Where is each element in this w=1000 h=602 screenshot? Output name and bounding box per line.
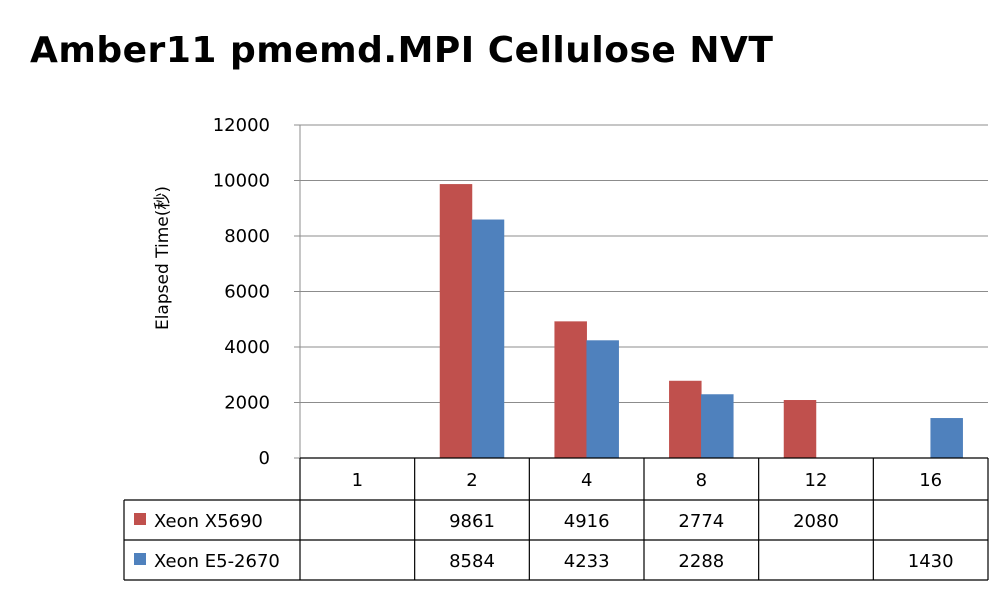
x-category-label: 4 bbox=[581, 470, 592, 491]
x-category-label: 8 bbox=[696, 470, 707, 491]
bar-series-1-12 bbox=[783, 400, 817, 459]
legend-label: Xeon E5-2670 bbox=[154, 551, 280, 572]
y-tick-label: 4000 bbox=[224, 337, 270, 358]
legend-label: Xeon X5690 bbox=[154, 511, 263, 532]
bar-series-1-8 bbox=[669, 380, 702, 459]
x-category-label: 12 bbox=[805, 470, 828, 491]
y-axis-ticks: 0 2000 4000 6000 8000 10000 12000 bbox=[213, 115, 270, 469]
gridlines bbox=[294, 124, 988, 459]
data-table-value: 2774 bbox=[678, 511, 724, 532]
y-tick-label: 8000 bbox=[224, 226, 270, 247]
y-tick-label: 12000 bbox=[213, 115, 270, 136]
data-table-value: 4233 bbox=[564, 551, 610, 572]
bar-series-2-8 bbox=[701, 394, 734, 459]
data-table-value: 2080 bbox=[793, 511, 839, 532]
data-table-value: 2288 bbox=[678, 551, 724, 572]
y-axis-title: Elapsed Time(秒) bbox=[153, 186, 173, 330]
bar-series-2-16 bbox=[930, 418, 963, 459]
bar-series-1-4 bbox=[554, 321, 587, 459]
bar-series-1-2 bbox=[439, 184, 473, 459]
bar-series-2-2 bbox=[471, 219, 505, 459]
legend-swatch bbox=[134, 513, 146, 525]
y-tick-label: 2000 bbox=[224, 393, 270, 414]
x-category-label: 1 bbox=[352, 470, 363, 491]
bar-series-2-4 bbox=[586, 340, 619, 459]
data-table-value: 9861 bbox=[449, 511, 495, 532]
x-category-label: 16 bbox=[919, 470, 942, 491]
y-tick-label: 6000 bbox=[224, 282, 270, 303]
data-table-value: 8584 bbox=[449, 551, 495, 572]
data-table-value: 1430 bbox=[908, 551, 954, 572]
legend-swatch bbox=[134, 553, 146, 565]
chart-title: Amber11 pmemd.MPI Cellulose NVT bbox=[30, 30, 774, 71]
data-table-value: 4916 bbox=[564, 511, 610, 532]
x-category-label: 2 bbox=[466, 470, 477, 491]
bars bbox=[439, 184, 963, 459]
y-tick-label: 0 bbox=[259, 448, 270, 469]
y-tick-label: 10000 bbox=[213, 171, 270, 192]
